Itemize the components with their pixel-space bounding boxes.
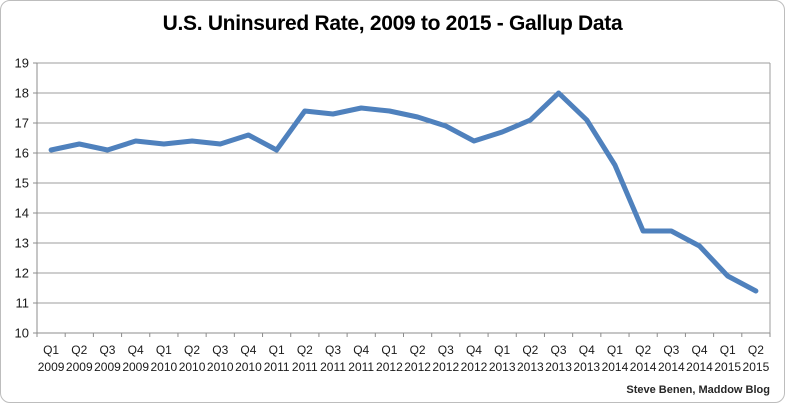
y-tick-label: 12	[15, 266, 29, 281]
x-tick-label-quarter: Q2	[522, 343, 538, 357]
y-tick-label: 18	[15, 86, 29, 101]
x-tick-label-year: 2014	[686, 360, 713, 374]
x-tick-label-quarter: Q3	[325, 343, 341, 357]
x-tick-label-quarter: Q3	[99, 343, 115, 357]
y-tick-label: 17	[15, 116, 29, 131]
data-series-line	[48, 90, 759, 294]
y-tick-label: 19	[15, 56, 29, 71]
y-tick-label: 10	[15, 326, 29, 341]
x-tick-label-year: 2010	[207, 360, 234, 374]
x-tick-label-quarter: Q4	[240, 343, 256, 357]
x-tick-label-quarter: Q4	[128, 343, 144, 357]
x-tick-label-year: 2011	[264, 360, 290, 374]
x-tick-label-year: 2011	[292, 360, 318, 374]
x-tick-label-year: 2012	[432, 360, 459, 374]
credit-text: Steve Benen, Maddow Blog	[626, 384, 770, 396]
x-tick-label-year: 2012	[376, 360, 403, 374]
x-tick-label-year: 2011	[348, 360, 374, 374]
y-tick-label: 13	[15, 236, 29, 251]
x-tick-label-quarter: Q1	[269, 343, 285, 357]
x-tick-label-quarter: Q3	[663, 343, 679, 357]
x-tick-label-year: 2009	[94, 360, 121, 374]
x-tick-label-quarter: Q3	[438, 343, 454, 357]
x-tick-label-year: 2010	[235, 360, 262, 374]
x-tick-label-year: 2010	[151, 360, 178, 374]
x-tick-label-year: 2014	[602, 360, 629, 374]
x-tick-label-year: 2013	[489, 360, 516, 374]
y-tick-label: 11	[16, 296, 30, 311]
x-tick-label-quarter: Q3	[212, 343, 228, 357]
x-tick-label-quarter: Q1	[720, 343, 736, 357]
x-tick-label-year: 2012	[404, 360, 431, 374]
x-tick-label-year: 2009	[38, 360, 65, 374]
x-tick-label-year: 2010	[179, 360, 206, 374]
x-tick-label-quarter: Q2	[71, 343, 87, 357]
y-tick-label: 14	[15, 206, 29, 221]
x-tick-label-year: 2015	[743, 360, 770, 374]
x-tick-label-quarter: Q4	[579, 343, 595, 357]
x-tick-label-quarter: Q4	[692, 343, 708, 357]
x-tick-label-year: 2015	[714, 360, 741, 374]
x-tick-label-year: 2013	[573, 360, 600, 374]
x-tick-label-year: 2013	[517, 360, 544, 374]
y-tick-label: 16	[15, 146, 29, 161]
x-tick-label-quarter: Q1	[494, 343, 510, 357]
x-tick-label-quarter: Q2	[410, 343, 426, 357]
x-tick-label-year: 2012	[461, 360, 488, 374]
x-tick-label-year: 2014	[658, 360, 685, 374]
x-tick-label-quarter: Q4	[466, 343, 482, 357]
x-tick-label-quarter: Q2	[748, 343, 764, 357]
x-tick-label-quarter: Q1	[156, 343, 172, 357]
x-tick-label-quarter: Q4	[353, 343, 369, 357]
x-tick-label-year: 2009	[66, 360, 93, 374]
x-tick-label-quarter: Q1	[43, 343, 59, 357]
x-tick-label-quarter: Q3	[551, 343, 567, 357]
x-tick-label-quarter: Q1	[607, 343, 623, 357]
chart-title: U.S. Uninsured Rate, 2009 to 2015 - Gall…	[162, 12, 623, 35]
x-tick-label-year: 2014	[630, 360, 657, 374]
y-tick-label: 15	[15, 176, 29, 191]
x-tick-label-quarter: Q2	[297, 343, 313, 357]
x-tick-label-quarter: Q2	[635, 343, 651, 357]
x-tick-label-quarter: Q1	[381, 343, 397, 357]
x-tick-label-year: 2011	[320, 360, 346, 374]
x-tick-label-year: 2013	[545, 360, 572, 374]
x-tick-label-quarter: Q2	[184, 343, 200, 357]
x-tick-label-year: 2009	[122, 360, 149, 374]
